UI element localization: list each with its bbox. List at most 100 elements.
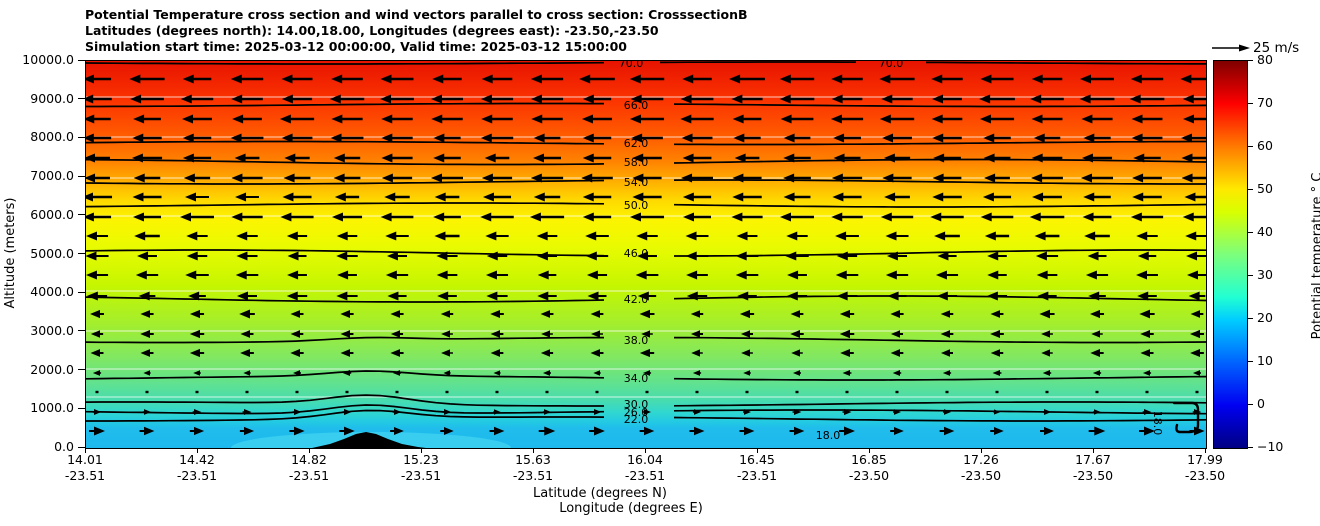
wind-arrow [235, 192, 259, 202]
wind-arrow [786, 231, 808, 241]
wind-arrow [129, 74, 165, 84]
colorbar-tick-mark [1248, 188, 1253, 190]
wind-arrow [984, 231, 1010, 241]
wind-arrow [193, 370, 201, 376]
colorbar-tick-mark [1248, 145, 1253, 147]
x-tick-mark [196, 448, 198, 453]
wind-arrow [743, 370, 751, 376]
wind-arrow [842, 369, 852, 377]
wind-arrow [386, 251, 408, 261]
y-tick-label: 9000.0 [30, 90, 74, 106]
wind-arrow [632, 153, 662, 163]
wind-arrow [1092, 370, 1102, 376]
colorbar-tick-label: 20 [1257, 310, 1273, 325]
wind-arrow [690, 330, 704, 338]
wind-arrow [1042, 370, 1052, 376]
contour-label: 18.0 [816, 429, 841, 442]
wind-arrow [385, 270, 409, 280]
wind-arrow [1136, 231, 1158, 241]
y-tick-mark [78, 175, 85, 177]
wind-arrow [1089, 309, 1105, 319]
wind-arrow [380, 74, 414, 84]
wind-arrow [86, 251, 109, 261]
contour-line [673, 409, 1206, 415]
wind-arrow [481, 74, 513, 84]
wind-arrow [1133, 153, 1161, 163]
wind-arrow [86, 270, 109, 280]
wind-arrow [881, 94, 913, 104]
contour-line [86, 102, 604, 108]
wind-arrow [533, 192, 561, 202]
wind-arrow [431, 114, 463, 124]
wind-arrow [90, 349, 104, 357]
wind-arrow [541, 330, 553, 338]
wind-arrow [286, 291, 308, 301]
wind-arrow [1041, 330, 1053, 338]
wind-arrow [733, 133, 761, 143]
wind-arrow [536, 251, 558, 261]
wind-arrow [1039, 309, 1055, 319]
wind-arrow [542, 409, 552, 415]
wind-arrow [1190, 348, 1204, 358]
wind-dot [995, 390, 999, 394]
wind-arrow [537, 270, 557, 280]
wind-dot [295, 390, 299, 394]
wind-arrow [86, 291, 108, 301]
wind-arrow [1192, 409, 1202, 415]
contour-line [673, 416, 1206, 422]
wind-arrow [835, 270, 859, 280]
wind-dot [245, 390, 249, 394]
colorbar-tick-mark [1248, 102, 1253, 104]
wind-arrow [934, 231, 960, 241]
wind-arrow [582, 153, 612, 163]
wind-arrow [940, 349, 954, 357]
wind-arrow [790, 310, 804, 318]
wind-arrow [542, 370, 552, 376]
wind-arrow [932, 192, 962, 202]
y-tick-label: 7000.0 [30, 168, 74, 184]
wind-arrow [380, 94, 414, 104]
wind-arrow [983, 133, 1011, 143]
contour-label: 34.0 [624, 372, 649, 385]
wind-arrow [591, 330, 603, 338]
wind-arrow [482, 192, 512, 202]
wind-arrow [281, 133, 313, 143]
y-tick-mark [78, 98, 85, 100]
contour-label: 50.0 [624, 199, 649, 212]
wind-arrow [280, 212, 314, 222]
wind-arrow [185, 192, 209, 202]
wind-arrow [441, 349, 453, 357]
wind-arrow [789, 426, 805, 436]
wind-arrow [833, 133, 861, 143]
wind-arrow [441, 330, 453, 338]
wind-arrow [792, 370, 802, 376]
wind-arrow [637, 251, 657, 261]
wind-arrow [682, 153, 712, 163]
wind-arrow [785, 251, 809, 261]
wind-arrow [230, 133, 264, 143]
wind-arrow [192, 408, 202, 416]
wind-arrow [1132, 173, 1162, 183]
wind-arrow [582, 94, 612, 104]
wind-arrow [783, 133, 811, 143]
wind-arrow [331, 212, 363, 222]
wind-arrow [1036, 270, 1058, 280]
wind-arrow [743, 409, 751, 415]
wind-arrow [1192, 370, 1202, 376]
wind-arrow [680, 114, 714, 124]
wind-arrow [533, 153, 561, 163]
wind-arrow [630, 94, 664, 104]
colorbar [1213, 60, 1248, 449]
x-tick-mark [980, 448, 982, 453]
wind-arrow [342, 370, 352, 376]
wind-arrow [639, 309, 655, 319]
wind-arrow [1186, 251, 1206, 261]
wind-arrow [139, 426, 155, 436]
y-tick-mark [78, 369, 85, 371]
wind-arrow [130, 94, 164, 104]
wind-arrow [641, 330, 653, 338]
wind-arrow [188, 291, 206, 301]
contour-line [674, 336, 1206, 344]
x-tick-mark [868, 448, 870, 453]
wind-arrow [186, 251, 208, 261]
